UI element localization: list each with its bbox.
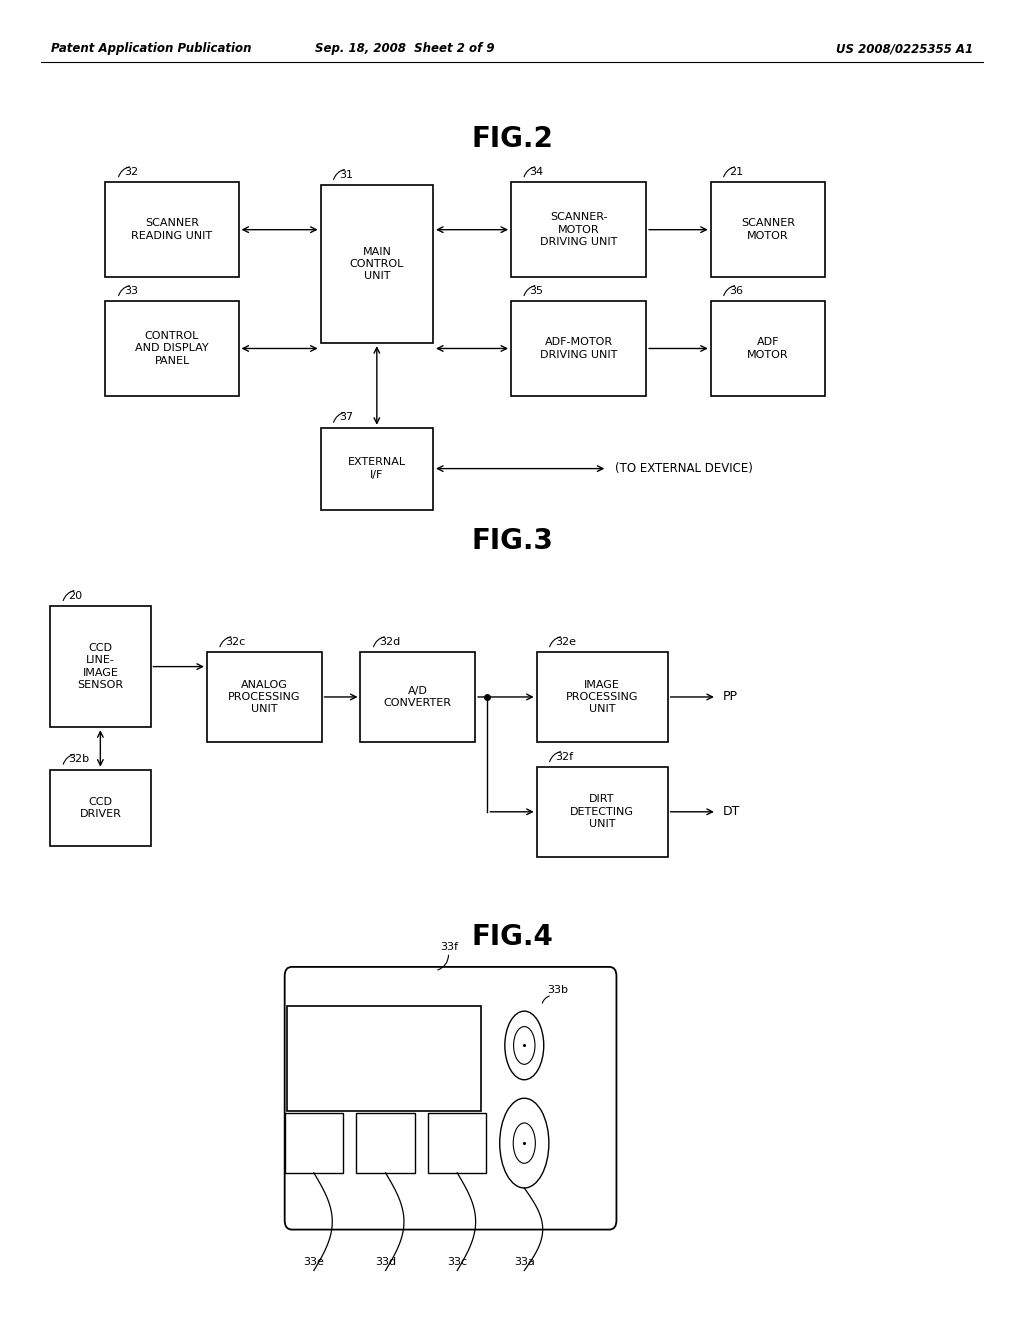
Text: SCANNER-
MOTOR
DRIVING UNIT: SCANNER- MOTOR DRIVING UNIT bbox=[540, 213, 617, 247]
FancyBboxPatch shape bbox=[511, 182, 646, 277]
Text: 32b: 32b bbox=[69, 754, 90, 764]
Text: 20: 20 bbox=[69, 590, 83, 601]
Text: 33b: 33b bbox=[547, 985, 568, 995]
Text: 32: 32 bbox=[124, 166, 138, 177]
Text: DT: DT bbox=[723, 805, 740, 818]
FancyBboxPatch shape bbox=[356, 1113, 415, 1172]
Text: ADF
MOTOR: ADF MOTOR bbox=[748, 338, 788, 359]
FancyBboxPatch shape bbox=[711, 182, 825, 277]
Text: ADF-MOTOR
DRIVING UNIT: ADF-MOTOR DRIVING UNIT bbox=[540, 338, 617, 359]
FancyBboxPatch shape bbox=[428, 1113, 486, 1172]
Text: Sep. 18, 2008  Sheet 2 of 9: Sep. 18, 2008 Sheet 2 of 9 bbox=[314, 42, 495, 55]
FancyBboxPatch shape bbox=[537, 767, 668, 857]
Text: 31: 31 bbox=[339, 169, 353, 180]
Text: A/D
CONVERTER: A/D CONVERTER bbox=[384, 686, 452, 708]
Ellipse shape bbox=[513, 1123, 536, 1163]
Text: 33e: 33e bbox=[303, 1257, 325, 1267]
Text: 32e: 32e bbox=[555, 636, 577, 647]
FancyBboxPatch shape bbox=[50, 770, 151, 846]
FancyBboxPatch shape bbox=[207, 652, 322, 742]
Text: 36: 36 bbox=[729, 285, 743, 296]
Text: 33a: 33a bbox=[514, 1257, 535, 1267]
FancyBboxPatch shape bbox=[285, 966, 616, 1230]
Text: CCD
LINE-
IMAGE
SENSOR: CCD LINE- IMAGE SENSOR bbox=[77, 643, 124, 690]
Text: EXTERNAL
I/F: EXTERNAL I/F bbox=[348, 458, 406, 479]
Text: 32c: 32c bbox=[225, 636, 246, 647]
FancyBboxPatch shape bbox=[285, 1113, 343, 1172]
Text: SCANNER
READING UNIT: SCANNER READING UNIT bbox=[131, 219, 213, 240]
Text: (TO EXTERNAL DEVICE): (TO EXTERNAL DEVICE) bbox=[615, 462, 754, 475]
Text: MAIN
CONTROL
UNIT: MAIN CONTROL UNIT bbox=[349, 247, 404, 281]
Text: Patent Application Publication: Patent Application Publication bbox=[51, 42, 252, 55]
Text: 21: 21 bbox=[729, 166, 743, 177]
Text: 32d: 32d bbox=[379, 636, 400, 647]
FancyBboxPatch shape bbox=[511, 301, 646, 396]
FancyBboxPatch shape bbox=[321, 428, 433, 510]
Text: FIG.4: FIG.4 bbox=[471, 923, 553, 952]
Text: FIG.3: FIG.3 bbox=[471, 527, 553, 556]
FancyBboxPatch shape bbox=[360, 652, 475, 742]
Text: IMAGE
PROCESSING
UNIT: IMAGE PROCESSING UNIT bbox=[566, 680, 638, 714]
FancyBboxPatch shape bbox=[105, 301, 239, 396]
Text: 33d: 33d bbox=[375, 1257, 396, 1267]
Text: 37: 37 bbox=[339, 412, 353, 422]
Text: 34: 34 bbox=[529, 166, 544, 177]
FancyBboxPatch shape bbox=[321, 185, 433, 343]
Text: 33f: 33f bbox=[440, 942, 459, 953]
Text: 33c: 33c bbox=[447, 1257, 467, 1267]
Text: CONTROL
AND DISPLAY
PANEL: CONTROL AND DISPLAY PANEL bbox=[135, 331, 209, 366]
Text: ANALOG
PROCESSING
UNIT: ANALOG PROCESSING UNIT bbox=[228, 680, 300, 714]
FancyBboxPatch shape bbox=[711, 301, 825, 396]
Text: CCD
DRIVER: CCD DRIVER bbox=[80, 797, 121, 818]
FancyBboxPatch shape bbox=[537, 652, 668, 742]
Text: SCANNER
MOTOR: SCANNER MOTOR bbox=[741, 219, 795, 240]
Text: PP: PP bbox=[723, 690, 738, 704]
FancyBboxPatch shape bbox=[105, 182, 239, 277]
Text: DIRT
DETECTING
UNIT: DIRT DETECTING UNIT bbox=[570, 795, 634, 829]
Text: US 2008/0225355 A1: US 2008/0225355 A1 bbox=[836, 42, 973, 55]
Ellipse shape bbox=[500, 1098, 549, 1188]
FancyBboxPatch shape bbox=[287, 1006, 481, 1111]
Text: 33: 33 bbox=[124, 285, 138, 296]
Text: 32f: 32f bbox=[555, 751, 573, 762]
Text: 35: 35 bbox=[529, 285, 544, 296]
Text: FIG.2: FIG.2 bbox=[471, 124, 553, 153]
Ellipse shape bbox=[505, 1011, 544, 1080]
FancyBboxPatch shape bbox=[50, 606, 151, 727]
Ellipse shape bbox=[514, 1027, 535, 1064]
